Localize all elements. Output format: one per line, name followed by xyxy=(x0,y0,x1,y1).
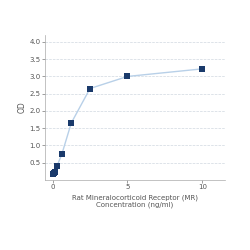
Point xyxy=(53,170,57,174)
Point xyxy=(88,86,92,90)
Point xyxy=(126,74,130,78)
Point xyxy=(50,172,54,175)
Point xyxy=(52,171,56,175)
Point xyxy=(55,164,59,168)
Point xyxy=(69,121,73,125)
Y-axis label: OD: OD xyxy=(18,102,27,114)
Point xyxy=(200,67,204,71)
Point xyxy=(60,152,64,156)
X-axis label: Rat Mineralocorticoid Receptor (MR)
Concentration (ng/ml): Rat Mineralocorticoid Receptor (MR) Conc… xyxy=(72,194,198,208)
